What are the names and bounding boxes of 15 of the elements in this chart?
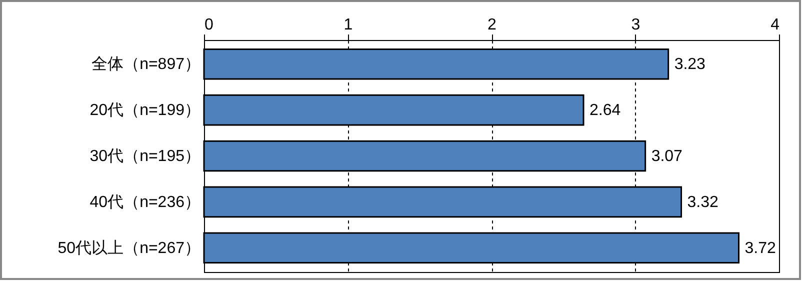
x-tick-label: 0: [204, 16, 214, 34]
y-tick-label: 20代（n=199）: [90, 102, 200, 120]
x-tick-label: 2: [488, 16, 497, 34]
y-tick-label: 40代（n=236）: [90, 194, 200, 211]
x-tick-label: 3: [631, 16, 640, 34]
data-label: 3.23: [674, 56, 706, 74]
x-tick-label: 1: [344, 16, 353, 34]
data-label: 3.72: [744, 240, 776, 257]
data-label: 2.64: [590, 102, 621, 120]
x-tick-label: 4: [770, 16, 780, 34]
data-label: 3.07: [651, 148, 683, 165]
y-tick-label: 30代（n=195）: [90, 148, 200, 165]
y-tick-label: 全体（n=897）: [92, 56, 200, 74]
y-tick-label: 50代以上（n=267）: [58, 238, 200, 257]
data-label: 3.32: [687, 194, 718, 211]
